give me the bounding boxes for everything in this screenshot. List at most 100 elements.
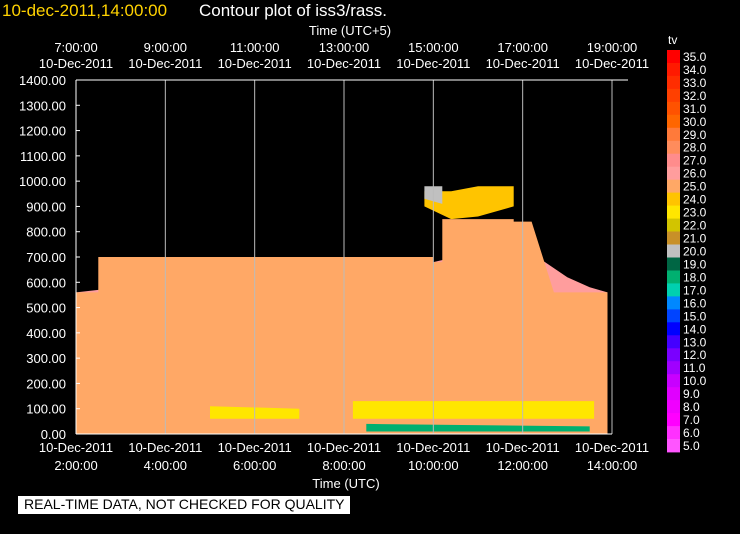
legend-label: 21.0 <box>683 232 707 246</box>
y-tick-label: 600.00 <box>26 275 66 290</box>
legend-label: 34.0 <box>683 63 707 77</box>
legend-label: 13.0 <box>683 335 707 349</box>
legend-swatch <box>667 413 680 427</box>
legend-swatch <box>667 114 680 129</box>
legend-swatch <box>667 88 680 103</box>
bottom-axis-label: Time (UTC) <box>312 476 379 491</box>
legend-label: 24.0 <box>683 193 707 207</box>
y-tick-label: 700.00 <box>26 250 66 265</box>
top-tick-time: 7:00:00 <box>54 40 97 55</box>
x-tick-date: 10-Dec-2011 <box>128 440 202 455</box>
top-tick-date: 10-Dec-2011 <box>39 56 113 71</box>
legend-label: 6.0 <box>683 426 700 440</box>
y-tick-label: 400.00 <box>26 326 66 341</box>
legend-swatch <box>667 387 680 401</box>
legend-swatch <box>667 283 680 297</box>
legend-label: 16.0 <box>683 296 707 310</box>
y-tick-label: 200.00 <box>26 376 66 391</box>
top-tick-date: 10-Dec-2011 <box>128 56 202 71</box>
legend-label: 19.0 <box>683 258 707 272</box>
legend-swatch <box>667 205 680 219</box>
legend-label: 29.0 <box>683 128 707 142</box>
contour-band-25 <box>76 219 608 434</box>
legend-label: 30.0 <box>683 115 707 129</box>
legend-swatch <box>667 400 680 414</box>
legend-swatch <box>667 63 680 77</box>
x-tick-date: 10-Dec-2011 <box>218 440 292 455</box>
top-tick-time: 19:00:00 <box>587 40 638 55</box>
legend-swatch <box>667 50 680 64</box>
y-tick-label: 1000.00 <box>19 174 66 189</box>
legend-swatch <box>667 153 680 168</box>
legend-label: 17.0 <box>683 283 707 297</box>
legend-swatch <box>667 192 680 206</box>
legend-swatch <box>667 439 680 453</box>
top-tick-date: 10-Dec-2011 <box>396 56 470 71</box>
legend-label: 11.0 <box>683 361 706 375</box>
legend-swatch <box>667 101 680 116</box>
top-tick-date: 10-Dec-2011 <box>575 56 649 71</box>
legend-label: 12.0 <box>683 348 707 362</box>
plot-area <box>76 186 608 434</box>
legend-swatch <box>667 335 680 349</box>
legend-label: 23.0 <box>683 206 707 220</box>
legend-label: 35.0 <box>683 50 707 64</box>
x-tick-time: 14:00:00 <box>587 458 638 473</box>
y-tick-label: 1100.00 <box>20 149 66 164</box>
contour-band-24 <box>424 186 514 220</box>
legend-label: 18.0 <box>683 270 707 284</box>
contour-band-18 <box>366 423 590 432</box>
x-tick-date: 10-Dec-2011 <box>486 440 560 455</box>
x-tick-date: 10-Dec-2011 <box>307 440 381 455</box>
contour-band-23 <box>352 401 595 419</box>
y-tick-label: 900.00 <box>26 199 66 214</box>
top-tick-date: 10-Dec-2011 <box>486 56 560 71</box>
legend-label: 27.0 <box>683 154 707 168</box>
legend-swatch <box>667 244 680 258</box>
top-tick-time: 13:00:00 <box>319 40 370 55</box>
legend-swatch <box>667 270 680 284</box>
x-tick-time: 10:00:00 <box>408 458 459 473</box>
top-tick-time: 15:00:00 <box>408 40 459 55</box>
legend-label: 25.0 <box>683 180 707 194</box>
x-tick-date: 10-Dec-2011 <box>575 440 649 455</box>
y-tick-label: 100.00 <box>26 402 66 417</box>
legend-label: 7.0 <box>683 413 700 427</box>
chart-datetime: 10-dec-2011,14:00:00 <box>2 1 167 20</box>
legend-swatch <box>667 361 680 375</box>
legend-swatch <box>667 322 680 336</box>
y-tick-label: 500.00 <box>26 301 66 316</box>
top-tick-date: 10-Dec-2011 <box>218 56 292 71</box>
legend-swatch <box>667 218 680 232</box>
legend-swatch <box>667 127 680 142</box>
legend-label: 33.0 <box>683 76 707 90</box>
legend-swatch <box>667 179 680 194</box>
legend-swatch <box>667 166 680 181</box>
top-axis-label: Time (UTC+5) <box>309 23 391 38</box>
y-tick-label: 0.00 <box>41 427 66 442</box>
axes: 0.00 100.00 200.00 300.00 400.00 500.00 600.00… <box>19 40 649 473</box>
legend-swatch <box>667 426 680 440</box>
color-legend: tv 35.034.033.032.031.030.029.028.027.026… <box>667 33 707 453</box>
x-tick-time: 8:00:00 <box>322 458 365 473</box>
legend-swatch <box>667 257 680 271</box>
legend-swatch <box>667 231 680 245</box>
legend-swatch <box>667 348 680 362</box>
x-tick-date: 10-Dec-2011 <box>396 440 470 455</box>
x-tick-time: 12:00:00 <box>497 458 548 473</box>
y-tick-label: 1300.00 <box>19 98 66 113</box>
legend-label: 10.0 <box>683 374 707 388</box>
x-tick-time: 2:00:00 <box>54 458 97 473</box>
legend-label: 9.0 <box>683 387 700 401</box>
legend-label: 22.0 <box>683 219 707 233</box>
legend-label: 15.0 <box>683 309 707 323</box>
x-tick-date: 10-Dec-2011 <box>39 440 113 455</box>
top-tick-time: 17:00:00 <box>497 40 548 55</box>
legend-swatch <box>667 296 680 310</box>
legend-label: 26.0 <box>683 167 707 181</box>
legend-swatch <box>667 140 680 155</box>
top-tick-time: 9:00:00 <box>144 40 187 55</box>
legend-label: 32.0 <box>683 89 707 103</box>
x-tick-time: 6:00:00 <box>233 458 276 473</box>
y-tick-label: 1200.00 <box>19 124 66 139</box>
